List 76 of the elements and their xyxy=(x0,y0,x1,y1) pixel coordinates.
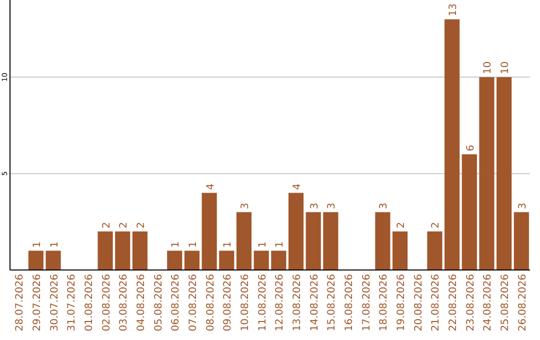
x-tick-label: 01.08.2026 xyxy=(84,274,95,332)
x-tick-label: 06.08.2026 xyxy=(170,274,182,332)
data-label: 1 xyxy=(188,241,199,248)
data-label: 3 xyxy=(378,202,390,210)
x-tick-label: 17.08.2026 xyxy=(361,274,372,332)
x-tick-label: 08.08.2026 xyxy=(205,274,216,332)
data-label: 3 xyxy=(326,202,338,210)
x-tick-label: 13.08.2026 xyxy=(292,274,304,332)
x-tick-label: 09.08.2026 xyxy=(222,274,234,332)
bar xyxy=(115,231,130,270)
x-tick-label: 07.08.2026 xyxy=(188,274,199,332)
data-label: 3 xyxy=(517,202,528,210)
data-label: 1 xyxy=(257,241,268,248)
x-tick-label: 25.08.2026 xyxy=(500,274,512,332)
x-tick-label: 19.08.2026 xyxy=(396,274,408,332)
data-label: 2 xyxy=(118,222,130,228)
bar xyxy=(288,192,304,270)
x-tick-label: 03.08.2026 xyxy=(118,274,130,332)
x-tick-label: 28.07.2026 xyxy=(14,274,26,332)
data-label: 3 xyxy=(240,202,251,210)
x-tick-label: 29.07.2026 xyxy=(32,274,43,332)
x-tick-label: 26.08.2026 xyxy=(517,274,528,332)
x-tick-label: 11.08.2026 xyxy=(257,274,268,332)
x-tick-label: 22.08.2026 xyxy=(448,274,460,332)
bar xyxy=(167,250,182,270)
bar xyxy=(254,250,269,270)
bar xyxy=(132,231,148,270)
x-tick-label: 14.08.2026 xyxy=(309,274,320,332)
data-label: 3 xyxy=(309,202,320,210)
bar xyxy=(98,231,113,270)
bar xyxy=(444,19,460,270)
x-tick-label: 04.08.2026 xyxy=(136,274,147,332)
bar xyxy=(514,212,529,270)
x-tick-label: 30.07.2026 xyxy=(49,274,60,332)
data-label: 1 xyxy=(274,241,286,248)
x-tick-label: 15.08.2026 xyxy=(326,274,338,332)
data-label: 1 xyxy=(170,241,182,248)
x-tick-label: 21.08.2026 xyxy=(430,274,442,332)
data-label: 10 xyxy=(482,61,494,74)
x-tick-label: 16.08.2026 xyxy=(344,274,356,332)
data-label: 10 xyxy=(500,61,512,74)
bar xyxy=(479,77,494,270)
data-label: 2 xyxy=(430,222,442,228)
bar xyxy=(496,77,512,270)
bar xyxy=(323,212,338,270)
data-label: 2 xyxy=(396,222,408,228)
data-label: 2 xyxy=(136,222,147,228)
x-tick-label: 02.08.2026 xyxy=(101,274,112,332)
data-label: 2 xyxy=(101,222,112,228)
data-label: 4 xyxy=(205,183,216,190)
x-tick-label: 20.08.2026 xyxy=(413,274,424,332)
bar xyxy=(46,250,61,270)
bar xyxy=(462,154,477,270)
bar xyxy=(184,250,200,270)
bar xyxy=(392,231,408,270)
x-tick-label: 31.07.2026 xyxy=(66,274,78,332)
data-label: 1 xyxy=(222,241,234,248)
x-tick-label: 24.08.2026 xyxy=(482,274,494,332)
bar xyxy=(271,250,286,270)
data-label: 6 xyxy=(465,144,476,152)
bar xyxy=(219,250,234,270)
data-label: 1 xyxy=(32,241,43,248)
bar xyxy=(202,192,217,270)
data-label: 1 xyxy=(49,241,60,248)
x-tick-label: 23.08.2026 xyxy=(465,274,476,332)
bar xyxy=(375,212,390,270)
bar xyxy=(236,212,252,270)
bar xyxy=(427,231,442,270)
data-label: 13 xyxy=(448,4,460,16)
x-tick-label: 05.08.2026 xyxy=(153,274,164,332)
data-label: 4 xyxy=(292,183,304,190)
x-tick-label: 10.08.2026 xyxy=(240,274,251,332)
bar xyxy=(306,212,321,270)
bar xyxy=(28,250,44,270)
x-tick-label: 12.08.2026 xyxy=(274,274,286,332)
x-tick-label: 18.08.2026 xyxy=(378,274,390,332)
